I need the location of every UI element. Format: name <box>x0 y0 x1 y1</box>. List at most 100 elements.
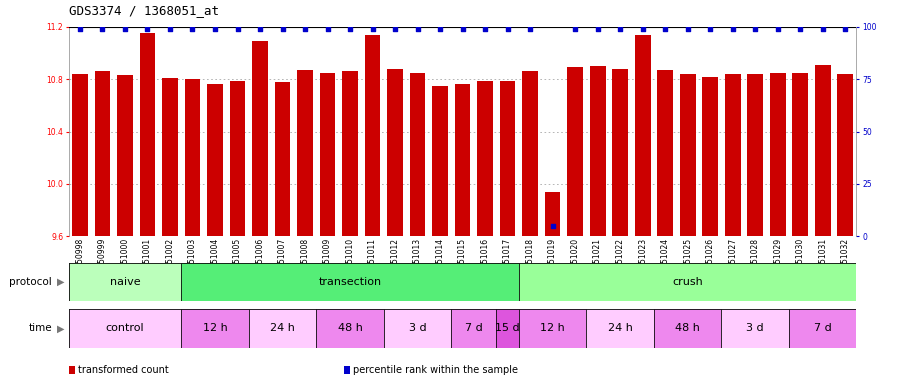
Text: 12 h: 12 h <box>202 323 227 333</box>
Point <box>747 26 762 32</box>
Bar <box>181 263 518 301</box>
Bar <box>94 71 110 236</box>
Bar <box>680 74 695 236</box>
Bar <box>635 35 650 236</box>
Bar <box>207 84 223 236</box>
Point <box>681 26 695 32</box>
Text: 12 h: 12 h <box>540 323 565 333</box>
Point <box>545 223 560 229</box>
Text: time: time <box>28 323 52 333</box>
Point <box>275 26 289 32</box>
Point <box>321 26 335 32</box>
Point <box>770 26 785 32</box>
Bar <box>252 41 267 236</box>
Bar <box>452 309 496 348</box>
Point <box>590 26 605 32</box>
Bar <box>747 74 763 236</box>
Point <box>455 26 470 32</box>
Point <box>72 26 87 32</box>
Point <box>793 26 808 32</box>
Text: 15 d: 15 d <box>496 323 520 333</box>
Bar <box>590 66 605 236</box>
Bar <box>815 65 831 236</box>
Bar <box>275 82 290 236</box>
Bar <box>343 71 358 236</box>
Point <box>253 26 267 32</box>
Text: control: control <box>105 323 145 333</box>
Bar <box>185 79 201 236</box>
Text: GDS3374 / 1368051_at: GDS3374 / 1368051_at <box>69 4 219 17</box>
Bar <box>384 309 452 348</box>
Bar <box>518 263 856 301</box>
Point <box>117 26 132 32</box>
Point <box>432 26 447 32</box>
Bar <box>69 263 181 301</box>
Bar <box>789 309 856 348</box>
Text: transection: transection <box>319 277 382 287</box>
Text: ▶: ▶ <box>57 323 64 333</box>
Bar <box>162 78 178 236</box>
Bar <box>792 73 808 236</box>
Bar <box>181 309 249 348</box>
Point <box>343 26 357 32</box>
Bar <box>518 309 586 348</box>
Text: 48 h: 48 h <box>675 323 700 333</box>
Bar <box>725 74 740 236</box>
Point <box>410 26 425 32</box>
Point <box>185 26 200 32</box>
Point <box>658 26 672 32</box>
Point <box>568 26 583 32</box>
Bar <box>432 86 448 236</box>
Bar <box>522 71 538 236</box>
Bar <box>365 35 380 236</box>
Bar <box>477 81 493 236</box>
Bar <box>139 33 156 236</box>
Bar <box>69 309 181 348</box>
Point <box>725 26 740 32</box>
Point <box>703 26 717 32</box>
Point <box>838 26 853 32</box>
Point <box>140 26 155 32</box>
Bar <box>320 73 335 236</box>
Text: 3 d: 3 d <box>409 323 426 333</box>
Text: 7 d: 7 d <box>465 323 483 333</box>
Point <box>815 26 830 32</box>
Text: crush: crush <box>672 277 703 287</box>
Text: protocol: protocol <box>9 277 52 287</box>
Text: 7 d: 7 d <box>813 323 832 333</box>
Bar <box>837 74 853 236</box>
Bar <box>769 73 786 236</box>
Bar <box>496 309 518 348</box>
Bar <box>567 68 583 236</box>
Bar <box>316 309 384 348</box>
Point <box>365 26 380 32</box>
Point <box>208 26 223 32</box>
Bar <box>454 84 471 236</box>
Point <box>95 26 110 32</box>
Point <box>298 26 312 32</box>
Bar <box>249 309 316 348</box>
Bar <box>230 81 245 236</box>
Bar <box>500 81 516 236</box>
Point <box>613 26 627 32</box>
Point <box>500 26 515 32</box>
Bar <box>117 75 133 236</box>
Bar <box>586 309 654 348</box>
Point <box>478 26 493 32</box>
Bar <box>658 70 673 236</box>
Point <box>230 26 245 32</box>
Text: 48 h: 48 h <box>338 323 363 333</box>
Bar <box>545 192 561 236</box>
Bar <box>387 69 403 236</box>
Bar <box>72 74 88 236</box>
Point <box>387 26 402 32</box>
Text: ▶: ▶ <box>57 277 64 287</box>
Point <box>636 26 650 32</box>
Bar <box>297 70 313 236</box>
Text: 3 d: 3 d <box>747 323 764 333</box>
Text: transformed count: transformed count <box>78 365 169 375</box>
Bar <box>654 309 722 348</box>
Text: naive: naive <box>110 277 140 287</box>
Text: percentile rank within the sample: percentile rank within the sample <box>353 365 518 375</box>
Text: 24 h: 24 h <box>607 323 633 333</box>
